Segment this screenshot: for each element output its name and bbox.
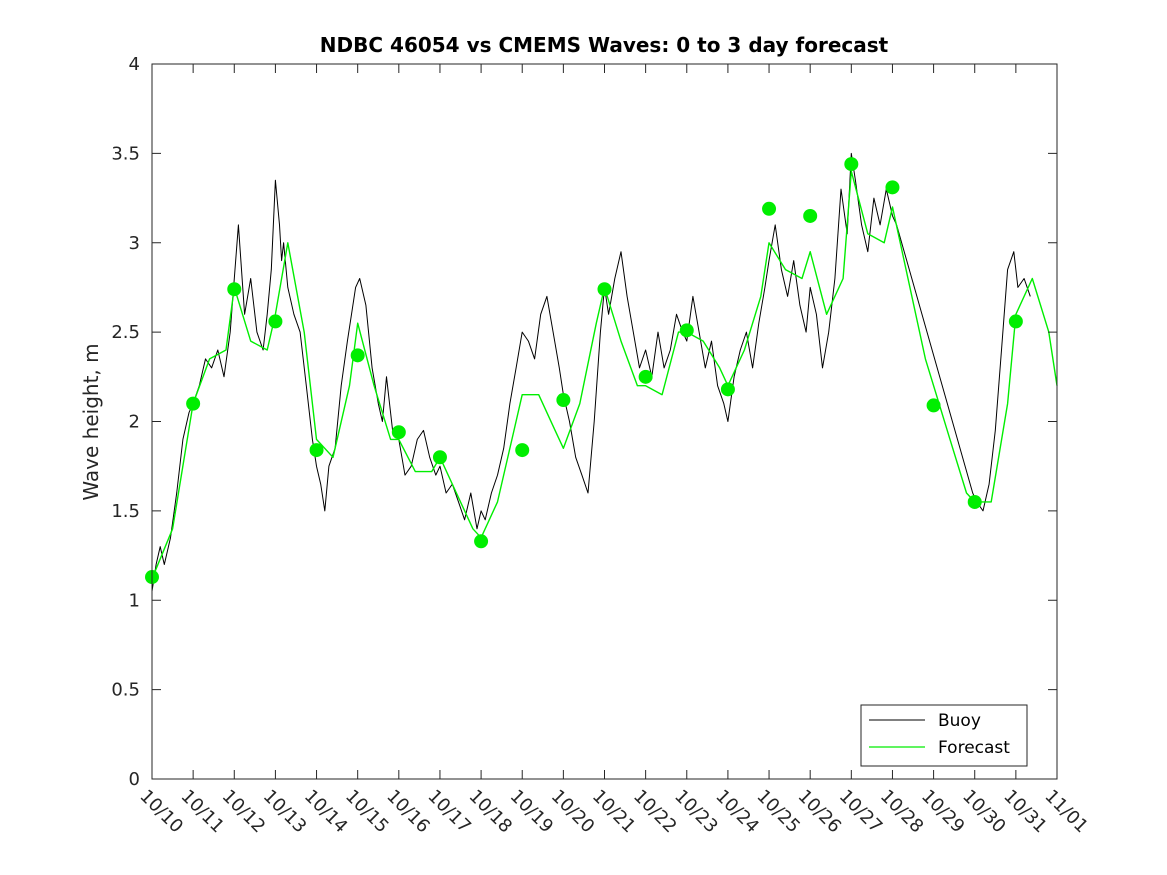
forecast-point [268, 314, 283, 329]
forecast-point [720, 382, 735, 397]
forecast-point [186, 396, 201, 411]
y-tick-label: 2 [129, 412, 140, 433]
forecast-point [926, 398, 941, 413]
forecast-point [227, 282, 242, 297]
axes-box [151, 63, 1058, 780]
forecast-point [679, 323, 694, 338]
y-tick-label: 1 [129, 590, 140, 611]
forecast-point [391, 425, 406, 440]
legend: Buoy Forecast [860, 704, 1028, 767]
forecast-point [803, 208, 818, 223]
forecast-point [515, 443, 530, 458]
forecast-point [350, 348, 365, 363]
chart-title: NDBC 46054 vs CMEMS Waves: 0 to 3 day fo… [320, 33, 889, 57]
plot-area [152, 64, 1057, 779]
forecast-point [556, 393, 571, 408]
forecast-point [432, 450, 447, 465]
legend-forecast-label: Forecast [938, 738, 1010, 758]
forecast-point [309, 443, 324, 458]
forecast-point [967, 494, 982, 509]
plot-background [152, 64, 1057, 779]
y-axis-title: Wave height, m [79, 343, 103, 500]
y-tick-label: 0.5 [111, 680, 140, 701]
forecast-point [638, 369, 653, 384]
y-tick-label: 0 [129, 769, 140, 790]
forecast-point [474, 534, 489, 549]
legend-box [860, 704, 1028, 767]
buoy-series-line [151, 152, 1031, 592]
y-tick-label: 3.5 [111, 143, 140, 164]
forecast-series-line [151, 170, 1058, 580]
y-tick-label: 2.5 [111, 322, 140, 343]
forecast-point [597, 282, 612, 297]
legend-buoy-label: Buoy [938, 711, 981, 731]
y-tick-label: 4 [129, 54, 140, 75]
forecast-point [762, 201, 777, 216]
forecast-point [844, 157, 859, 172]
forecast-point [885, 180, 900, 195]
forecast-point [1008, 314, 1023, 329]
y-tick-label: 3 [129, 233, 140, 254]
y-tick-label: 1.5 [111, 501, 140, 522]
series-layer [151, 152, 1058, 592]
